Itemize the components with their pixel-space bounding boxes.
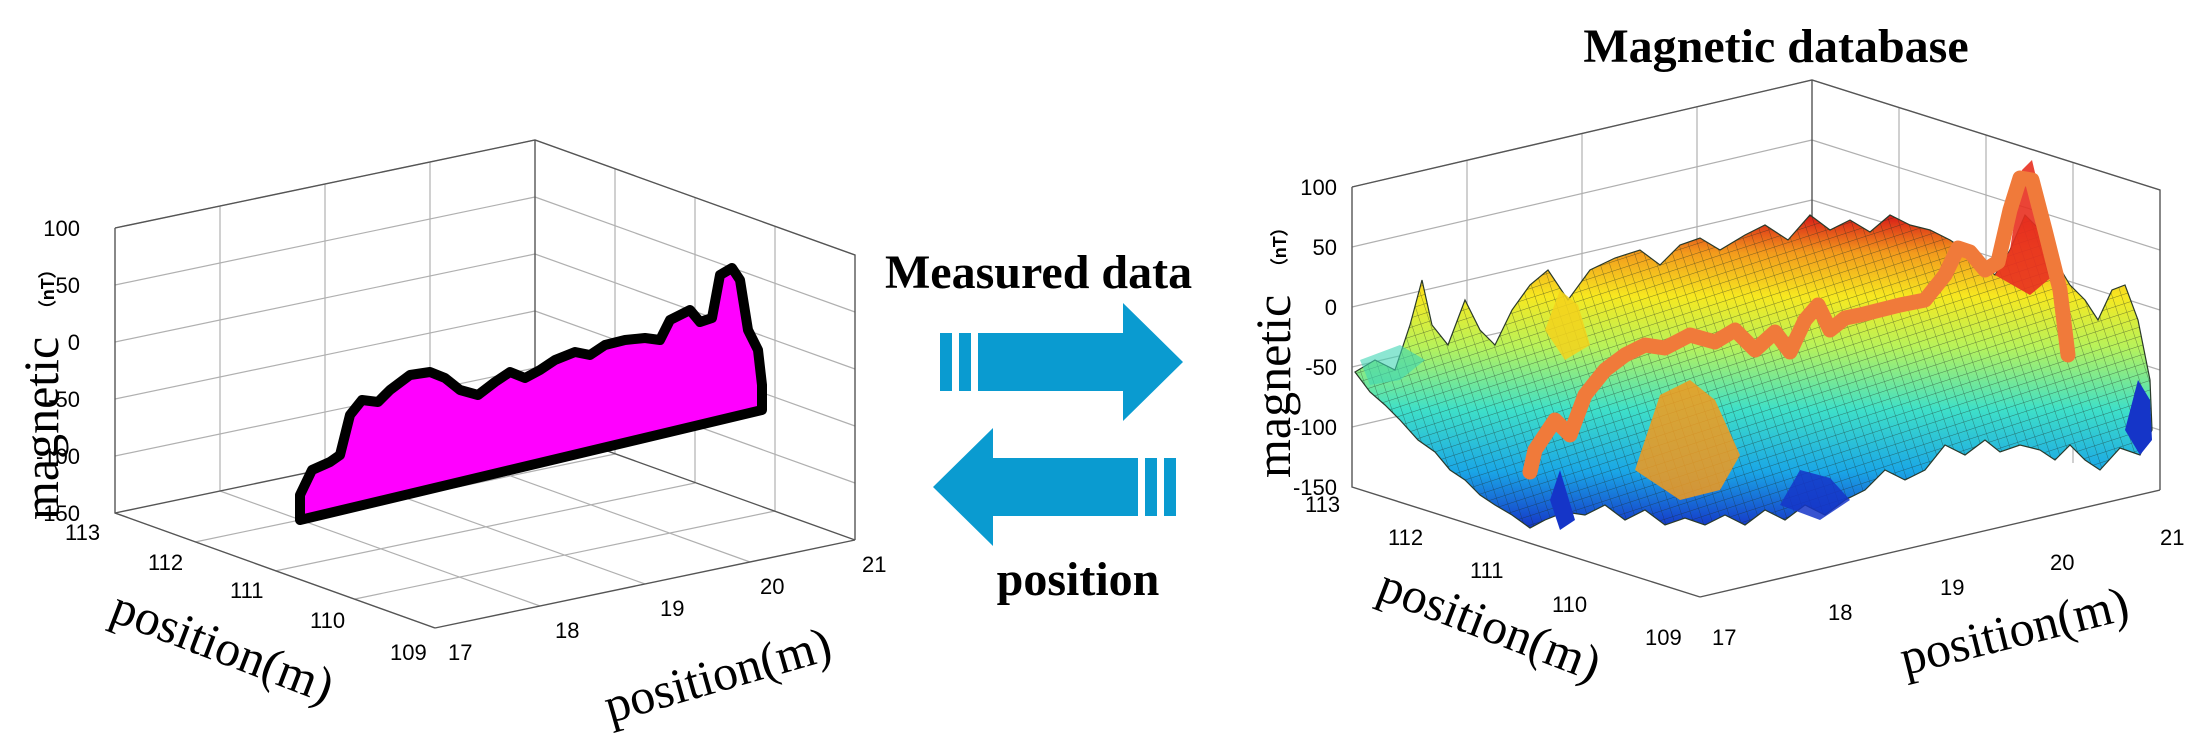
left-x-ticks: 17 18 19 20 21 [448,552,886,665]
left-z-axis-label-text: magnetic [13,337,69,520]
right-z-tick: 100 [1300,175,1337,200]
right-x-tick: 21 [2160,525,2184,550]
left-x-tick: 17 [448,640,472,665]
left-z-axis-label: magnetic （nT） [13,260,69,520]
right-x-tick: 20 [2050,550,2074,575]
left-z-ticks: 100 50 0 -50 -100 -150 [36,216,80,526]
left-y-tick: 110 [310,608,345,633]
right-z-tick: 50 [1313,235,1337,260]
trajectory-line [1522,170,2076,480]
right-z-ticks: 100 50 0 -50 -100 -150 [1293,175,1337,500]
right-x-ticks: 17 18 19 20 21 [1712,525,2184,650]
right-z-tick: -100 [1293,415,1337,440]
right-y-ticks: 113 112 111 110 109 [1305,492,1682,650]
magnetic-surface [1354,160,2153,530]
right-x-tick: 19 [1940,575,1964,600]
left-x-tick: 18 [555,618,579,643]
left-z-tick: 50 [56,273,80,298]
right-y-tick: 113 [1305,492,1340,517]
left-y-tick: 112 [148,550,183,575]
right-y-tick: 111 [1470,558,1503,583]
right-plot: Magnetic database [1245,20,2184,692]
measured-profile [295,263,767,525]
backward-arrow-icon [933,428,1176,546]
left-x-tick: 20 [760,574,784,599]
left-y-tick: 113 [65,520,100,545]
exchange-arrows: Measured data position [885,246,1192,606]
left-y-ticks: 113 112 111 110 109 [65,520,427,665]
left-plot: 100 50 0 -50 -100 -150 113 112 111 110 1… [13,139,886,734]
right-z-tick: -150 [1293,475,1337,500]
measured-data-label: Measured data [885,246,1192,299]
svg-text:magnetic （nT）: magnetic （nT） [1245,218,1301,478]
right-x-axis-label: position(m) [1894,575,2134,686]
left-y-tick: 111 [230,578,263,603]
left-x-tick: 19 [660,596,684,621]
left-z-tick: -50 [48,387,80,412]
right-y-tick: 112 [1388,525,1423,550]
left-y-tick: 109 [390,640,427,665]
left-z-tick: -100 [36,444,80,469]
right-z-axis-unit: （nT） [1270,218,1290,276]
forward-arrow-icon [940,303,1183,421]
right-z-tick: -50 [1305,355,1337,380]
position-label: position [997,553,1160,606]
right-y-tick: 110 [1552,592,1587,617]
left-y-axis-label: position(m) [104,578,342,714]
left-z-axis-unit: （nT） [38,260,58,318]
left-z-tick: 100 [43,216,80,241]
right-plot-title: Magnetic database [1583,20,1968,73]
left-z-tick: -150 [36,501,80,526]
right-z-axis-label: magnetic （nT） [1245,218,1301,478]
left-x-axis-label: position(m) [598,615,838,733]
svg-text:magnetic （nT）: magnetic （nT） [13,260,69,520]
left-x-tick: 21 [862,552,886,577]
right-z-tick: 0 [1325,295,1337,320]
right-y-tick: 109 [1645,625,1682,650]
right-z-axis-label-text: magnetic [1245,295,1301,478]
left-z-tick: 0 [68,330,80,355]
right-x-tick: 18 [1828,600,1852,625]
right-x-tick: 17 [1712,625,1736,650]
